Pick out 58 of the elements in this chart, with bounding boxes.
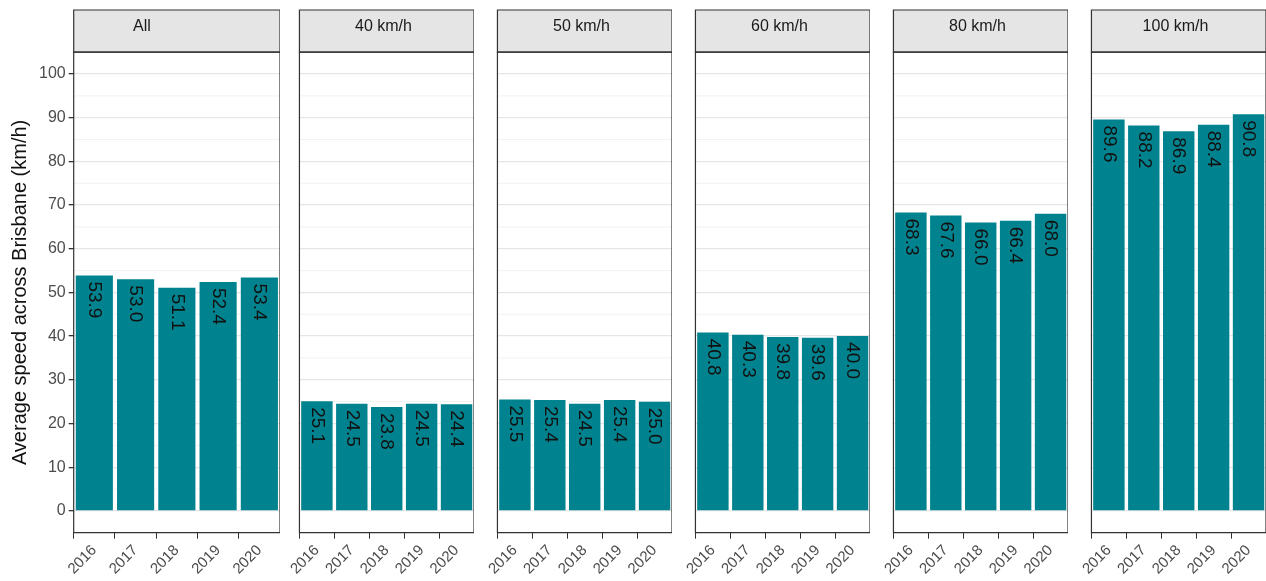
data-label: 68.3 xyxy=(901,218,923,256)
chart-title: 40 km/h xyxy=(355,17,412,35)
y-axis-title: Average speed across Brisbane (km/h) xyxy=(7,119,30,466)
data-label: 25.1 xyxy=(307,407,329,445)
y-tick-label: 50 xyxy=(47,282,66,300)
data-label: 24.4 xyxy=(447,410,469,448)
data-label: 66.4 xyxy=(1006,226,1028,265)
data-label: 40.3 xyxy=(738,340,760,378)
data-label: 25.4 xyxy=(540,405,562,444)
data-label: 23.8 xyxy=(377,412,399,450)
y-tick-label: 80 xyxy=(47,151,66,169)
data-label: 24.5 xyxy=(575,409,597,447)
bar xyxy=(999,220,1032,511)
data-label: 89.6 xyxy=(1099,125,1121,163)
data-label: 40.8 xyxy=(703,338,725,376)
data-label: 67.6 xyxy=(936,221,958,259)
data-label: 52.4 xyxy=(208,287,230,326)
data-label: 24.5 xyxy=(342,409,364,447)
data-label: 88.4 xyxy=(1204,130,1226,169)
bar xyxy=(1163,131,1195,511)
data-label: 90.8 xyxy=(1239,120,1261,158)
data-label: 25.4 xyxy=(610,405,632,444)
data-label: 86.9 xyxy=(1169,137,1191,175)
data-label: 25.0 xyxy=(645,407,667,445)
y-tick-label: 100 xyxy=(38,64,66,82)
bar xyxy=(1128,125,1160,511)
data-label: 39.8 xyxy=(773,342,795,380)
data-label: 66.0 xyxy=(971,228,993,266)
y-tick-label: 60 xyxy=(47,239,66,257)
y-tick-label: 20 xyxy=(47,413,66,431)
bar xyxy=(1034,213,1067,511)
data-label: 51.1 xyxy=(167,293,189,331)
bar xyxy=(930,215,962,511)
chart-title: 50 km/h xyxy=(553,17,610,35)
data-label: 24.5 xyxy=(412,409,434,447)
bar xyxy=(1232,114,1265,511)
data-label: 53.0 xyxy=(126,285,148,323)
y-tick-label: 40 xyxy=(47,326,66,344)
data-label: 39.6 xyxy=(808,343,830,381)
data-label: 53.4 xyxy=(250,283,272,321)
data-label: 40.0 xyxy=(843,342,865,380)
bar xyxy=(965,222,997,511)
y-tick-label: 70 xyxy=(47,195,66,213)
bar xyxy=(1197,124,1230,511)
chart-title: 100 km/h xyxy=(1142,17,1209,35)
y-tick-label: 10 xyxy=(47,457,66,475)
chart-title: All xyxy=(133,17,151,35)
data-label: 53.9 xyxy=(85,281,107,319)
bar xyxy=(1093,119,1125,511)
chart-title: 60 km/h xyxy=(751,17,808,35)
data-label: 25.5 xyxy=(505,405,527,443)
chart-title: 80 km/h xyxy=(949,17,1006,35)
data-label: 88.2 xyxy=(1134,131,1156,169)
y-tick-label: 0 xyxy=(56,501,66,519)
bar xyxy=(895,212,927,511)
y-tick-label: 90 xyxy=(47,108,66,126)
y-tick-label: 30 xyxy=(47,370,66,388)
data-label: 68.0 xyxy=(1041,219,1063,257)
